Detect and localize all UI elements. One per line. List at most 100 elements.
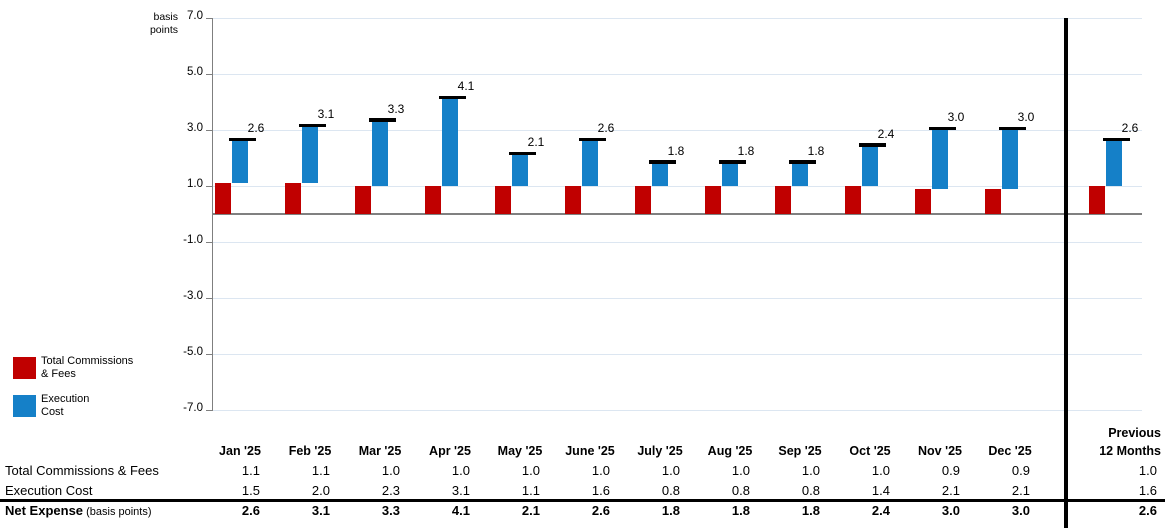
bar-execution-cost: [862, 146, 878, 186]
y-axis-tick: [206, 17, 213, 19]
y-axis-tick: [206, 185, 213, 187]
cell-execution-cost: 2.3: [381, 483, 400, 498]
bar-execution-cost: [1106, 141, 1122, 186]
cell-net-expense: 2.4: [871, 503, 890, 518]
bar-total-commissions-fees: [775, 186, 791, 214]
y-axis-tick-label: -1.0: [183, 234, 203, 246]
bar-execution-cost: [302, 127, 318, 184]
legend-ec-line1: Execution: [41, 393, 90, 405]
bar-total-commissions-fees: [355, 186, 371, 214]
bar-execution-cost: [652, 163, 668, 186]
net-expense-label-units: (basis points): [83, 506, 152, 518]
net-total-cap: [859, 143, 886, 147]
gridline: [213, 409, 1142, 411]
cell-net-expense: 3.3: [381, 503, 400, 518]
table-row-label-net-expense: Net Expense (basis points): [5, 503, 152, 518]
y-axis-tick-label: 1.0: [187, 178, 203, 190]
net-total-label: 3.3: [387, 101, 405, 116]
table-col-header-month: June '25: [565, 444, 615, 458]
zero-axis-line: [213, 213, 1142, 215]
y-axis-tick: [206, 297, 213, 299]
cell-total-commissions-fees: 1.1: [311, 463, 330, 478]
bar-execution-cost: [372, 121, 388, 186]
net-expense-label-bold: Net Expense: [5, 503, 84, 518]
table-col-header-month: July '25: [637, 444, 683, 458]
net-total-cap: [719, 160, 746, 164]
cell-net-expense: 2.1: [521, 503, 540, 518]
bar-execution-cost: [722, 163, 738, 186]
y-axis-tick-label: -7.0: [183, 402, 203, 414]
gridline: [213, 353, 1142, 355]
gridline: [213, 17, 1142, 19]
bar-execution-cost: [792, 163, 808, 186]
net-total-label: 4.1: [457, 79, 475, 94]
bar-total-commissions-fees: [845, 186, 861, 214]
cell-prev-execution-cost: 1.6: [1138, 483, 1157, 498]
cell-total-commissions-fees: 1.0: [871, 463, 890, 478]
table-col-header-month: Mar '25: [358, 444, 402, 458]
net-total-label: 2.6: [247, 121, 265, 136]
bar-execution-cost: [442, 99, 458, 186]
cell-execution-cost: 3.1: [451, 483, 470, 498]
net-total-cap: [1103, 137, 1130, 142]
net-total-label: 3.1: [317, 107, 335, 122]
y-axis-line: [211, 18, 213, 410]
y-axis-tick-label: 3.0: [187, 122, 203, 134]
table-col-header-previous-line2: 12 Months: [1099, 444, 1161, 458]
cell-execution-cost: 1.4: [871, 483, 890, 498]
bar-execution-cost: [582, 141, 598, 186]
cell-net-expense: 1.8: [801, 503, 820, 518]
net-total-label: 3.0: [947, 110, 965, 124]
bar-total-commissions-fees: [705, 186, 721, 214]
net-total-cap: [999, 126, 1026, 130]
y-axis-tick: [206, 409, 213, 411]
cell-net-expense: 3.1: [311, 503, 330, 518]
net-total-label: 1.8: [737, 143, 755, 158]
net-total-cap: [229, 137, 256, 142]
bar-total-commissions-fees: [635, 186, 651, 214]
cell-prev-total-commissions-fees: 1.0: [1138, 463, 1157, 478]
net-total-label: 2.6: [1121, 121, 1139, 136]
gridline: [213, 297, 1142, 299]
cell-execution-cost: 0.8: [661, 483, 680, 498]
table-row-label-total-commissions-fees: Total Commissions & Fees: [5, 463, 159, 478]
table-col-header-month: Dec '25: [988, 444, 1032, 458]
gridline: [213, 129, 1142, 131]
y-axis-tick: [206, 129, 213, 131]
y-axis-tick: [206, 241, 213, 243]
cell-net-expense: 1.8: [661, 503, 680, 518]
y-axis-title-line1: basis: [153, 11, 178, 23]
bar-total-commissions-fees: [565, 186, 581, 214]
cell-total-commissions-fees: 1.1: [241, 463, 260, 478]
bar-execution-cost: [932, 130, 948, 189]
table-col-header-month: Oct '25: [849, 444, 891, 458]
cell-execution-cost: 0.8: [731, 483, 750, 498]
legend-item-execution-cost: Execution Cost: [13, 393, 183, 423]
net-total-cap: [929, 126, 956, 130]
net-total-label: 1.8: [807, 143, 825, 158]
y-axis-tick-label: -5.0: [183, 346, 203, 358]
legend-item-total-commissions-fees: Total Commissions & Fees: [13, 355, 183, 385]
cell-total-commissions-fees: 1.0: [521, 463, 540, 478]
y-axis-tick-label: 5.0: [187, 66, 203, 78]
table-col-header-month: Feb '25: [288, 444, 332, 458]
y-axis-tick-label: 7.0: [187, 10, 203, 22]
bar-total-commissions-fees: [285, 183, 301, 214]
table-col-header-month: Aug '25: [707, 444, 753, 458]
cell-total-commissions-fees: 1.0: [731, 463, 750, 478]
bar-execution-cost: [1002, 130, 1018, 189]
net-total-label: 3.0: [1017, 110, 1035, 124]
y-axis-tick-label: -3.0: [183, 290, 203, 302]
net-total-label: 2.6: [597, 121, 615, 136]
net-total-cap: [299, 123, 326, 128]
cell-net-expense: 2.6: [591, 503, 610, 518]
cell-total-commissions-fees: 1.0: [591, 463, 610, 478]
bar-total-commissions-fees: [1089, 186, 1105, 214]
net-total-cap: [509, 151, 536, 156]
cell-total-commissions-fees: 1.0: [451, 463, 470, 478]
cell-total-commissions-fees: 1.0: [801, 463, 820, 478]
net-total-cap: [789, 160, 816, 164]
bar-total-commissions-fees: [915, 188, 931, 214]
